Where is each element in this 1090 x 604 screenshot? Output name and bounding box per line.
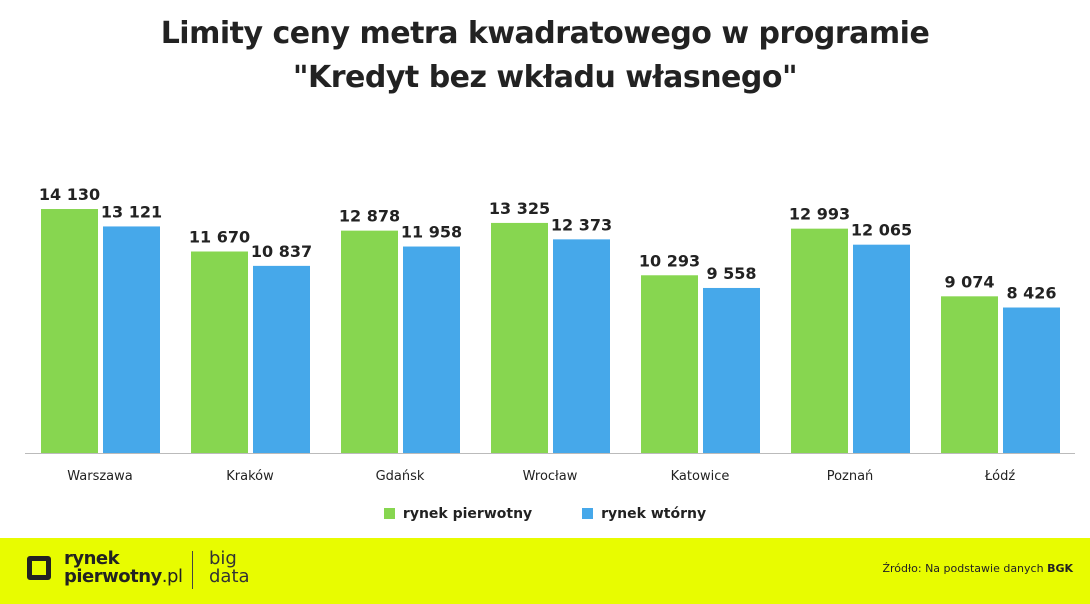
legend-item-secondary[interactable]: rynek wtórny [582, 506, 706, 522]
legend-swatch-green [383, 508, 395, 519]
bigdata-line1: big [209, 548, 237, 569]
bar-primary [791, 228, 848, 453]
x-tick-label: Gdańsk [376, 469, 425, 484]
x-tick-label: Łódź [984, 469, 1016, 484]
brand-suffix: .pl [161, 566, 183, 587]
x-tick-label: Wrocław [523, 469, 578, 484]
bar-secondary [103, 226, 160, 453]
bar-primary [941, 296, 998, 453]
x-tick-label: Kraków [226, 469, 274, 484]
data-label: 13 121 [101, 202, 162, 221]
brand-logo: rynek pierwotny.pl [64, 548, 183, 587]
rynekpierwotny-logo-icon [27, 556, 51, 580]
x-tick-label: Poznań [827, 469, 874, 484]
data-label: 11 958 [401, 223, 462, 242]
source-bold: BGK [1047, 562, 1073, 575]
legend-swatch-blue [582, 508, 594, 519]
source-note: Źródło: Na podstawie danych BGK [882, 562, 1073, 575]
data-label: 10 837 [251, 242, 312, 261]
data-label: 11 670 [189, 227, 250, 246]
source-text: Źródło: Na podstawie danych [882, 562, 1048, 575]
legend-label: rynek pierwotny [402, 506, 533, 522]
bigdata-line2: data [209, 566, 250, 587]
data-label: 12 373 [551, 215, 612, 234]
x-tick-label: Warszawa [67, 469, 133, 484]
legend: rynek pierwotny rynek wtórny [0, 506, 1090, 522]
legend-label: rynek wtórny [601, 506, 707, 522]
bar-secondary [853, 244, 910, 453]
bar-primary [491, 222, 548, 453]
data-label: 12 993 [789, 205, 850, 224]
data-label: 14 130 [39, 185, 100, 204]
bar-primary [641, 275, 698, 453]
data-label: 9 558 [706, 264, 756, 283]
data-label: 9 074 [944, 272, 994, 291]
data-label: 10 293 [639, 251, 700, 270]
bar-secondary [553, 239, 610, 453]
bar-secondary [253, 265, 310, 453]
bigdata-logo: big data [209, 550, 250, 586]
chart-title: Limity ceny metra kwadratowego w program… [0, 12, 1090, 100]
divider [192, 551, 193, 589]
legend-item-primary[interactable]: rynek pierwotny [383, 506, 533, 522]
bar-primary [41, 209, 98, 453]
brand-line2: pierwotny [64, 566, 162, 587]
data-label: 13 325 [489, 199, 550, 218]
bar-secondary [703, 287, 760, 453]
data-label: 12 878 [339, 207, 400, 226]
x-tick-label: Katowice [671, 469, 730, 484]
bar-primary [341, 230, 398, 453]
title-line-2: "Kredyt bez wkładu własnego" [292, 60, 798, 95]
bar-secondary [403, 246, 460, 453]
footer: rynek pierwotny.pl big data Źródło: Na pod… [0, 538, 1090, 604]
bar-secondary [1003, 307, 1060, 453]
brand-line1: rynek [64, 548, 120, 569]
bar-primary [191, 251, 248, 453]
data-label: 12 065 [851, 221, 912, 240]
title-line-1: Limity ceny metra kwadratowego w program… [160, 16, 930, 51]
data-label: 8 426 [1006, 284, 1056, 303]
